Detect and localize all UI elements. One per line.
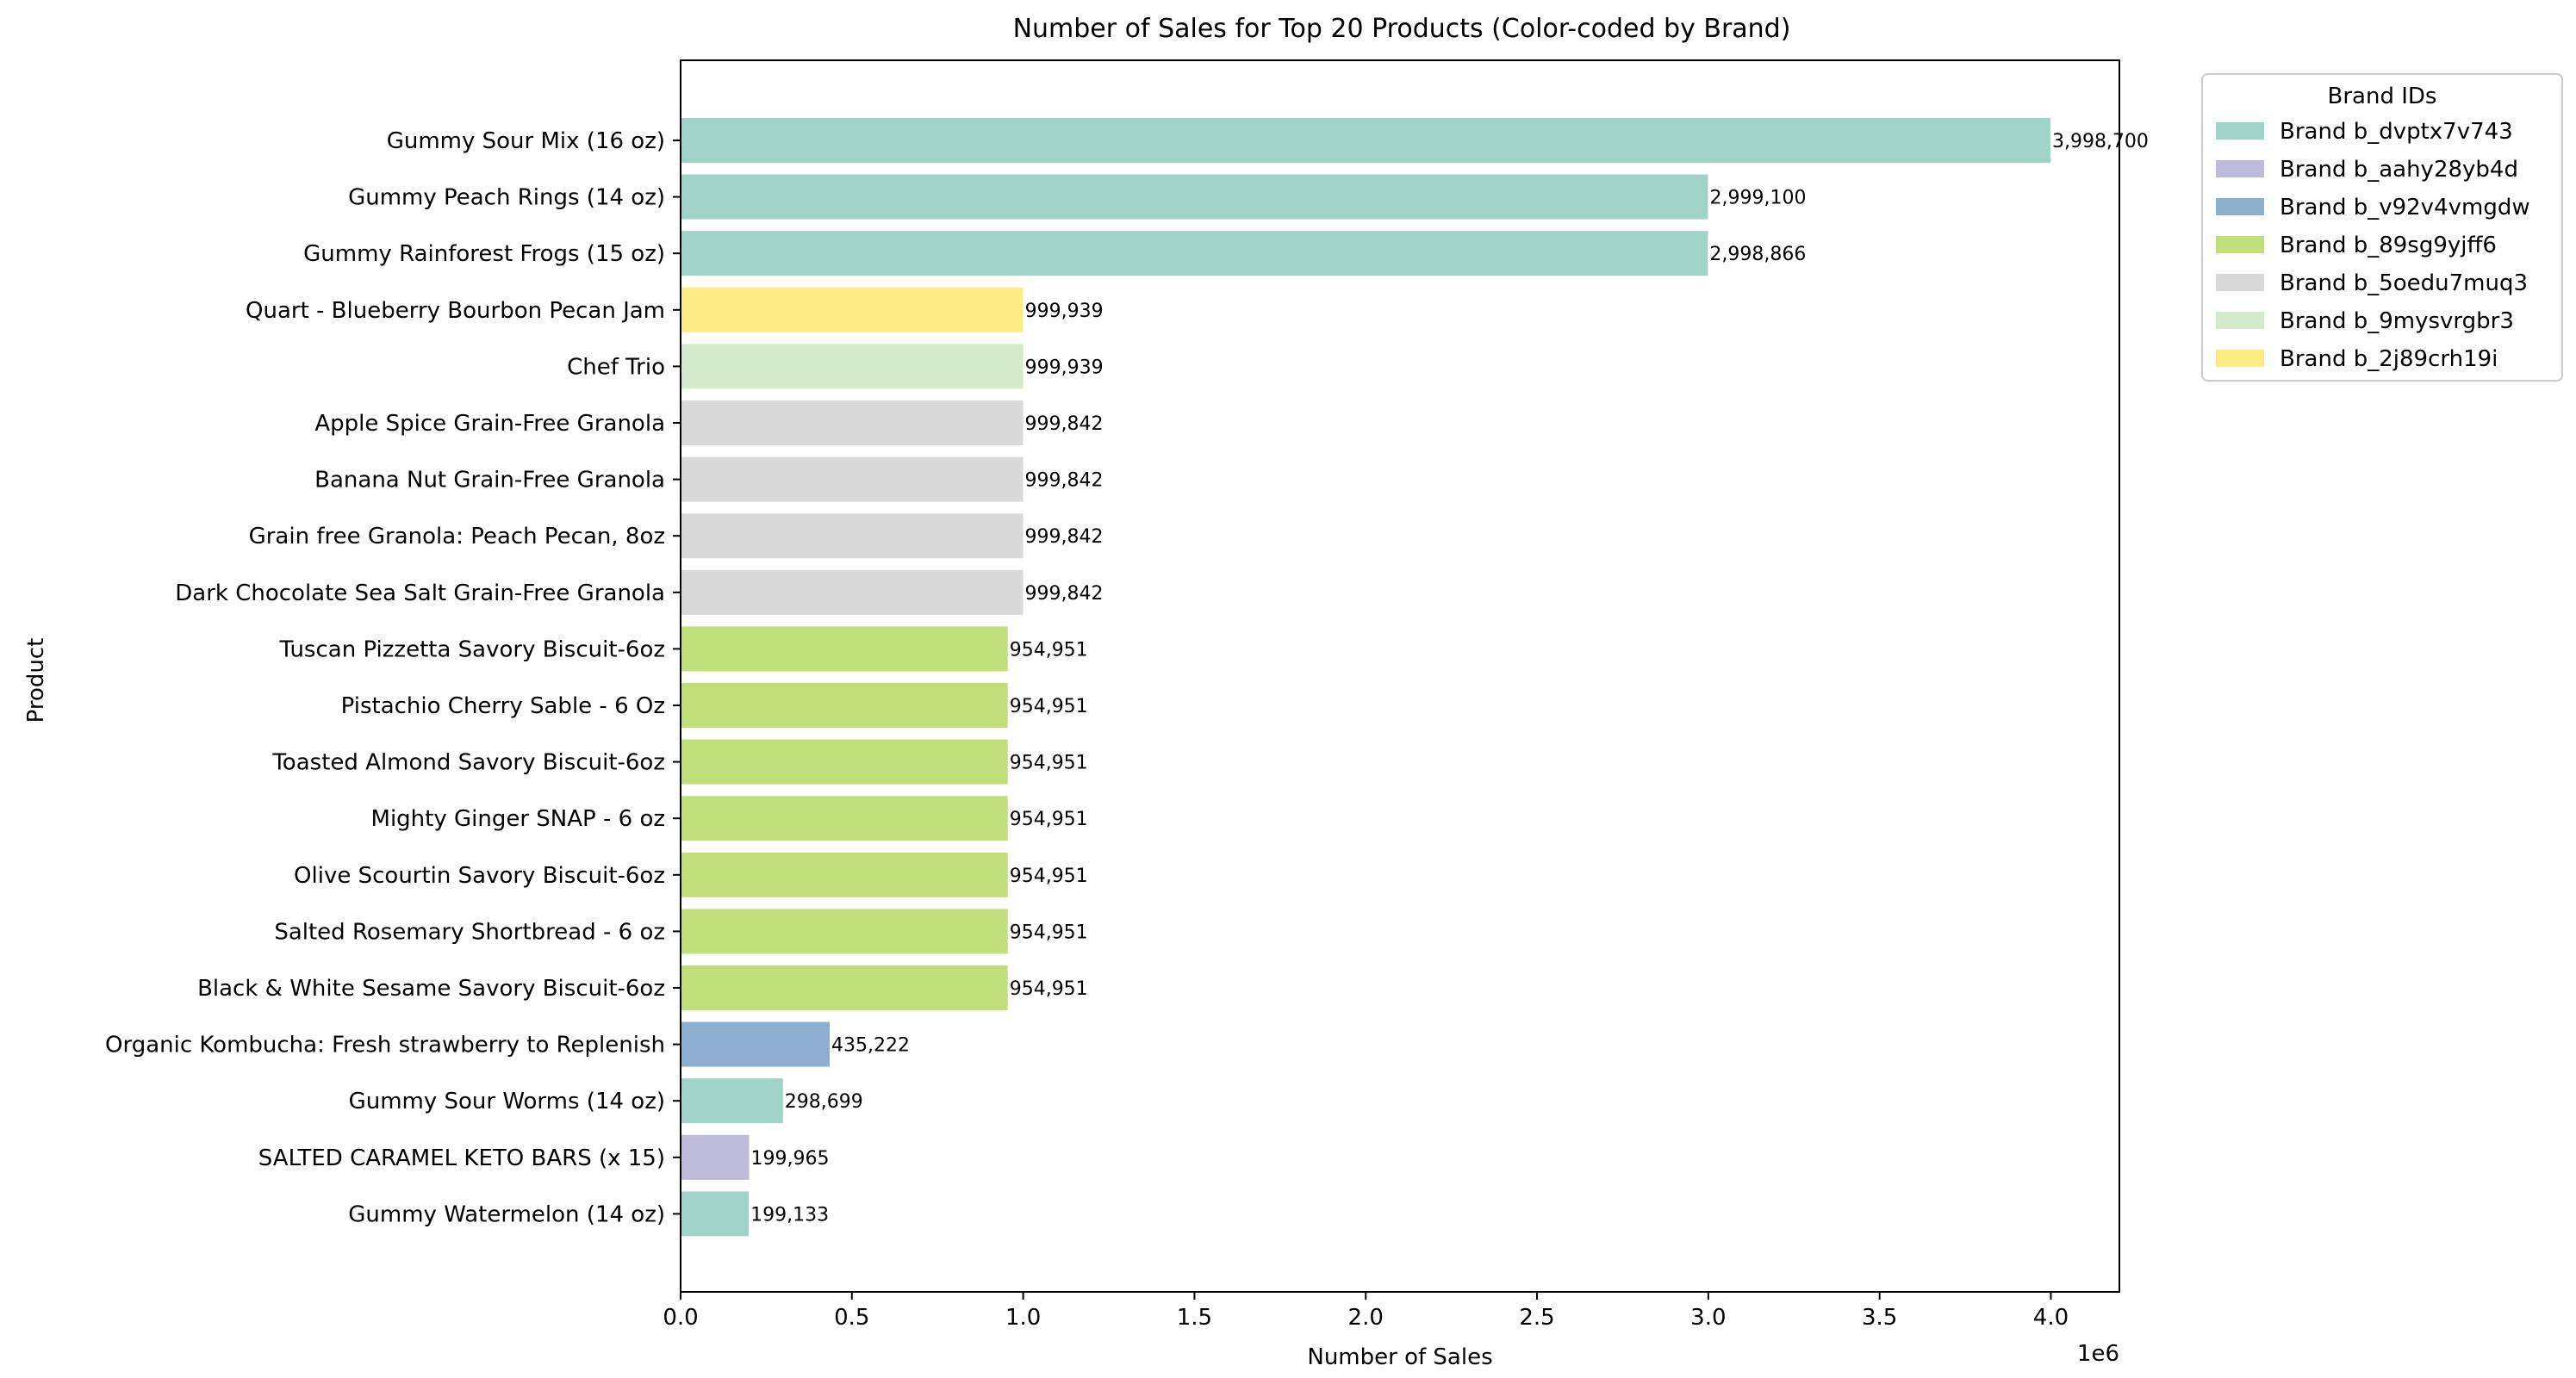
y-tick-label: Grain free Granola: Peach Pecan, 8oz bbox=[249, 524, 665, 549]
bar-value-label: 954,951 bbox=[1010, 978, 1088, 1000]
bar bbox=[681, 796, 1008, 841]
y-tick-label: Gummy Peach Rings (14 oz) bbox=[348, 185, 665, 211]
y-tick-label: Gummy Sour Mix (16 oz) bbox=[387, 128, 665, 154]
legend-entry-label: Brand b_5oedu7muq3 bbox=[2280, 270, 2528, 296]
legend-frame bbox=[2201, 73, 2563, 382]
bar-value-label: 2,999,100 bbox=[1709, 188, 1806, 209]
bar bbox=[681, 1134, 750, 1180]
bar-value-label: 999,842 bbox=[1025, 413, 1104, 435]
bar bbox=[681, 400, 1024, 445]
legend: Brand IDs Brand b_dvptx7v743 Brand b_aahy… bbox=[2201, 73, 2563, 382]
bar-value-label: 999,842 bbox=[1025, 526, 1104, 548]
x-axis-offset-text: 1e6 bbox=[2077, 1341, 2119, 1367]
legend-entry-label: Brand b_9mysvrgbr3 bbox=[2280, 308, 2514, 334]
legend-swatch bbox=[2216, 274, 2264, 291]
legend-entries: Brand b_dvptx7v743 Brand b_aahy28yb4d Bran… bbox=[2216, 119, 2530, 372]
y-tick-label: Tuscan Pizzetta Savory Biscuit-6oz bbox=[279, 636, 665, 662]
legend-swatch bbox=[2216, 160, 2264, 177]
bar bbox=[681, 569, 1024, 615]
y-tick-label: Banana Nut Grain-Free Granola bbox=[314, 468, 665, 493]
y-tick-label: Gummy Watermelon (14 oz) bbox=[348, 1201, 665, 1227]
y-axis-label: Product bbox=[23, 638, 49, 723]
bars-layer: 3,998,700 2,999,100 2,998,866 999,939 999,93… bbox=[681, 118, 2149, 1237]
bar bbox=[681, 118, 2050, 163]
bar-value-label: 954,951 bbox=[1010, 753, 1088, 774]
legend-swatch bbox=[2216, 198, 2264, 215]
bar-value-label: 2,998,866 bbox=[1709, 244, 1806, 265]
y-tick-label: SALTED CARAMEL KETO BARS (x 15) bbox=[258, 1145, 665, 1171]
legend-swatch bbox=[2216, 236, 2264, 253]
y-tick-label: Dark Chocolate Sea Salt Grain-Free Grano… bbox=[175, 580, 665, 606]
bar bbox=[681, 852, 1008, 897]
bar bbox=[681, 739, 1008, 785]
y-tick-label: Gummy Rainforest Frogs (15 oz) bbox=[303, 241, 665, 267]
bar bbox=[681, 1078, 783, 1124]
legend-entry-label: Brand b_dvptx7v743 bbox=[2280, 119, 2513, 145]
bar bbox=[681, 287, 1024, 332]
bar-value-label: 999,842 bbox=[1025, 583, 1104, 605]
y-tick-label: Mighty Ginger SNAP - 6 oz bbox=[371, 806, 665, 832]
x-axis-label: Number of Sales bbox=[1307, 1344, 1492, 1370]
legend-entry-label: Brand b_aahy28yb4d bbox=[2280, 157, 2518, 183]
bar-value-label: 999,842 bbox=[1025, 470, 1104, 492]
bar bbox=[681, 456, 1024, 502]
y-tick-label: Pistachio Cherry Sable - 6 Oz bbox=[341, 693, 665, 719]
legend-entry-label: Brand b_89sg9yjff6 bbox=[2280, 233, 2497, 258]
y-tick-label: Chef Trio bbox=[567, 354, 665, 380]
legend-entry-label: Brand b_2j89crh19i bbox=[2280, 346, 2498, 372]
legend-swatch bbox=[2216, 312, 2264, 329]
bar-value-label: 999,939 bbox=[1025, 357, 1104, 378]
bar-value-label: 954,951 bbox=[1010, 922, 1088, 943]
x-tick-label: 1.5 bbox=[1177, 1305, 1212, 1331]
bar bbox=[681, 909, 1008, 954]
x-tick-label: 2.5 bbox=[1519, 1305, 1554, 1331]
bar bbox=[681, 231, 1708, 276]
bar bbox=[681, 513, 1024, 559]
bar bbox=[681, 174, 1708, 220]
legend-swatch bbox=[2216, 350, 2264, 367]
x-tick-label: 0.0 bbox=[663, 1305, 698, 1331]
bar bbox=[681, 683, 1008, 728]
y-tick-label: Toasted Almond Savory Biscuit-6oz bbox=[271, 750, 665, 776]
legend-swatch bbox=[2216, 122, 2264, 140]
x-tick-label: 1.0 bbox=[1005, 1305, 1041, 1331]
y-tick-label: Olive Scourtin Savory Biscuit-6oz bbox=[294, 863, 665, 889]
x-axis-ticks: 0.0 0.5 1.0 1.5 2.0 2.5 3.0 3.5 4.0 bbox=[663, 1292, 2069, 1331]
bar bbox=[681, 965, 1008, 1010]
bar-value-label: 954,951 bbox=[1010, 866, 1088, 887]
bar-value-label: 298,699 bbox=[785, 1091, 863, 1113]
legend-title: Brand IDs bbox=[2328, 84, 2437, 109]
bar-value-label: 3,998,700 bbox=[2052, 131, 2149, 152]
x-tick-label: 0.5 bbox=[834, 1305, 869, 1331]
bar-value-label: 954,951 bbox=[1010, 809, 1088, 830]
bar-value-label: 199,133 bbox=[750, 1204, 829, 1226]
plot-frame bbox=[680, 59, 2120, 1293]
y-tick-labels: Gummy Sour Mix (16 oz) Gummy Peach Rings … bbox=[105, 128, 681, 1227]
y-tick-label: Salted Rosemary Shortbread - 6 oz bbox=[274, 919, 665, 945]
bar-value-label: 199,965 bbox=[751, 1148, 830, 1170]
y-tick-label: Apple Spice Grain-Free Granola bbox=[314, 411, 665, 437]
x-tick-label: 3.5 bbox=[1862, 1305, 1897, 1331]
x-tick-label: 2.0 bbox=[1348, 1305, 1384, 1331]
x-tick-label: 4.0 bbox=[2033, 1305, 2069, 1331]
bar bbox=[681, 1191, 750, 1237]
y-tick-label: Organic Kombucha: Fresh strawberry to Re… bbox=[105, 1033, 665, 1058]
bar-value-label: 999,939 bbox=[1025, 301, 1104, 322]
bar-value-label: 954,951 bbox=[1010, 639, 1088, 661]
bar bbox=[681, 1021, 831, 1067]
y-tick-label: Quart - Blueberry Bourbon Pecan Jam bbox=[246, 298, 665, 324]
y-tick-label: Gummy Sour Worms (14 oz) bbox=[349, 1089, 665, 1114]
bar-value-label: 954,951 bbox=[1010, 696, 1088, 717]
x-tick-label: 3.0 bbox=[1690, 1305, 1726, 1331]
bar bbox=[681, 626, 1008, 672]
bar bbox=[681, 344, 1024, 389]
chart-title: Number of Sales for Top 20 Products (Col… bbox=[1013, 14, 1791, 44]
y-tick-label: Black & White Sesame Savory Biscuit-6oz bbox=[197, 976, 665, 1002]
legend-entry-label: Brand b_v92v4vmgdw bbox=[2280, 195, 2530, 220]
bar-value-label: 435,222 bbox=[831, 1035, 910, 1057]
